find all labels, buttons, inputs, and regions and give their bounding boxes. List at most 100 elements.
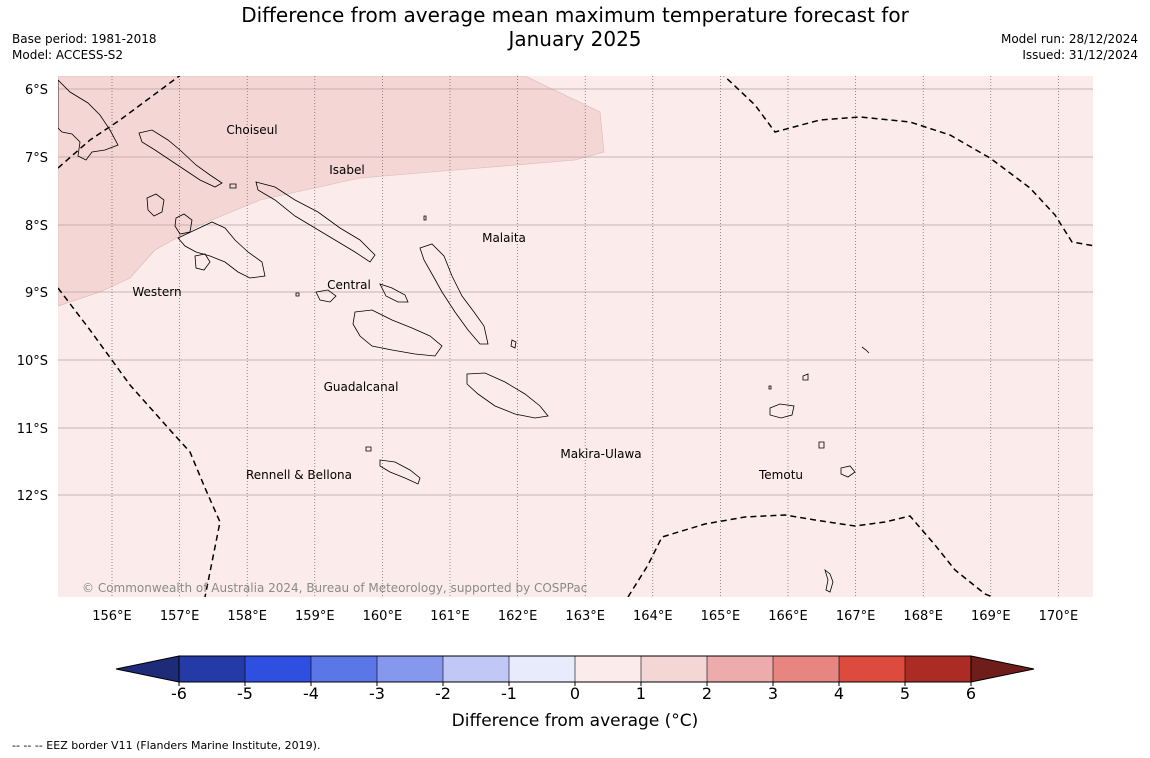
lon-label: 156°E xyxy=(92,609,132,624)
island-makira xyxy=(466,372,549,419)
island-malaita xyxy=(419,243,489,345)
colorbar-segment xyxy=(377,656,443,682)
colorbar-tick-label: -2 xyxy=(435,684,451,703)
base-period: Base period: 1981-2018 xyxy=(12,32,157,46)
island-small-1 xyxy=(295,292,300,297)
eez-borders xyxy=(58,76,1093,597)
lon-label: 157°E xyxy=(160,609,200,624)
lon-label: 158°E xyxy=(227,609,267,624)
lon-label: 165°E xyxy=(701,609,741,624)
island-santa-cruz xyxy=(769,403,795,419)
lon-label: 170°E xyxy=(1039,609,1079,624)
island-small-3 xyxy=(768,385,772,390)
colorbar-ticks: -6 -5 -4 -3 -2 -1 0 1 2 3 4 5 6 xyxy=(171,682,976,703)
island-bellona xyxy=(365,446,372,452)
eez-southwest xyxy=(58,287,221,597)
province-labels: Choiseul Isabel Malaita Western Central Guada… xyxy=(132,123,803,482)
title-line-1: Difference from average mean maximum tem… xyxy=(241,3,909,27)
island-vella-lavella xyxy=(146,193,165,217)
island-utupua xyxy=(818,441,825,449)
latitude-labels: 6°S 7°S 8°S 9°S 10°S 11°S 12°S xyxy=(17,83,48,504)
colorbar-segment xyxy=(707,656,773,682)
lat-label: 9°S xyxy=(25,286,48,301)
title-line-2: January 2025 xyxy=(508,27,642,51)
island-rendova xyxy=(194,253,211,271)
lon-label: 163°E xyxy=(565,609,605,624)
colorbar-segment xyxy=(509,656,575,682)
province-label: Temotu xyxy=(758,468,803,482)
island-kolombangara xyxy=(174,213,193,235)
model-run: Model run: 28/12/2024 xyxy=(1000,32,1138,46)
colorbar-segment xyxy=(839,656,905,682)
island-tikopia xyxy=(824,568,834,593)
colorbar-tick-label: 5 xyxy=(900,684,910,703)
island-reef-islands xyxy=(802,373,809,381)
lat-label: 12°S xyxy=(17,489,48,504)
base-info: Base period: 1981-2018 Model: ACCESS-S2 xyxy=(12,31,157,63)
province-label: Choiseul xyxy=(226,123,277,137)
province-label: Western xyxy=(132,285,181,299)
eez-northwest xyxy=(58,76,181,169)
colorbar-segment xyxy=(641,656,707,682)
island-russell xyxy=(379,283,409,303)
eez-southeast xyxy=(627,514,995,597)
copyright-notice: © Commonwealth of Australia 2024, Bureau… xyxy=(82,581,587,595)
province-label: Malaita xyxy=(482,231,526,245)
island-ulawa xyxy=(510,339,517,349)
colorbar-tick-label: 3 xyxy=(768,684,778,703)
island-isabel xyxy=(255,181,376,263)
island-shortland xyxy=(58,79,119,161)
island-sikaiana xyxy=(423,215,427,221)
province-label: Rennell & Bellona xyxy=(246,468,352,482)
colorbar xyxy=(115,655,1035,683)
colorbar-tick-label: 6 xyxy=(966,684,976,703)
lon-label: 168°E xyxy=(903,609,943,624)
colorbar-tick-label: -1 xyxy=(501,684,517,703)
colorbar-tick-label: 0 xyxy=(570,684,580,703)
colorbar-tick-label: -4 xyxy=(303,684,319,703)
colorbar-tick-label: -5 xyxy=(237,684,253,703)
lon-label: 159°E xyxy=(295,609,335,624)
eez-footnote: -- -- -- EEZ border V11 (Flanders Marine… xyxy=(12,739,321,752)
island-new-georgia xyxy=(177,221,266,279)
lon-label: 164°E xyxy=(633,609,673,624)
island-nggela xyxy=(315,289,337,303)
lon-label: 169°E xyxy=(971,609,1011,624)
model-name: Model: ACCESS-S2 xyxy=(12,48,124,62)
anomaly-field-1-2 xyxy=(58,76,605,307)
colorbar-tick-label: -3 xyxy=(369,684,385,703)
issued-date: Issued: 31/12/2024 xyxy=(1022,48,1138,62)
colorbar-label: Difference from average (°C) xyxy=(451,711,699,731)
lat-label: 10°S xyxy=(17,354,48,369)
colorbar-under-arrow xyxy=(115,655,180,683)
lat-label: 6°S xyxy=(25,83,48,98)
island-duff xyxy=(861,346,870,354)
island-guadalcanal xyxy=(352,309,443,357)
colorbar-segment xyxy=(179,656,245,682)
colorbar-segment xyxy=(575,656,641,682)
colorbar-tick-label: 4 xyxy=(834,684,844,703)
province-label: Guadalcanal xyxy=(324,380,399,394)
island-rennell xyxy=(379,459,421,485)
lat-label: 7°S xyxy=(25,151,48,166)
colorbar-segment xyxy=(773,656,839,682)
island-small-2 xyxy=(229,183,237,189)
longitude-labels: 156°E 157°E 158°E 159°E 160°E 161°E 162°E 163°E… xyxy=(92,609,1078,624)
province-label: Makira-Ulawa xyxy=(560,447,641,461)
colorbar-over-arrow xyxy=(970,655,1035,683)
run-info: Model run: 28/12/2024 Issued: 31/12/2024 xyxy=(1001,31,1138,63)
island-choiseul xyxy=(138,129,223,188)
coastlines xyxy=(58,79,870,593)
graticule xyxy=(58,76,1093,597)
colorbar-segment xyxy=(311,656,377,682)
lon-label: 167°E xyxy=(836,609,876,624)
lon-label: 162°E xyxy=(498,609,538,624)
colorbar-tick-label: -6 xyxy=(171,684,187,703)
lat-label: 11°S xyxy=(17,422,48,437)
colorbar-segment xyxy=(443,656,509,682)
province-label: Isabel xyxy=(329,163,364,177)
lon-label: 160°E xyxy=(363,609,403,624)
lon-label: 166°E xyxy=(768,609,808,624)
map-title: Difference from average mean maximum tem… xyxy=(0,3,1150,51)
